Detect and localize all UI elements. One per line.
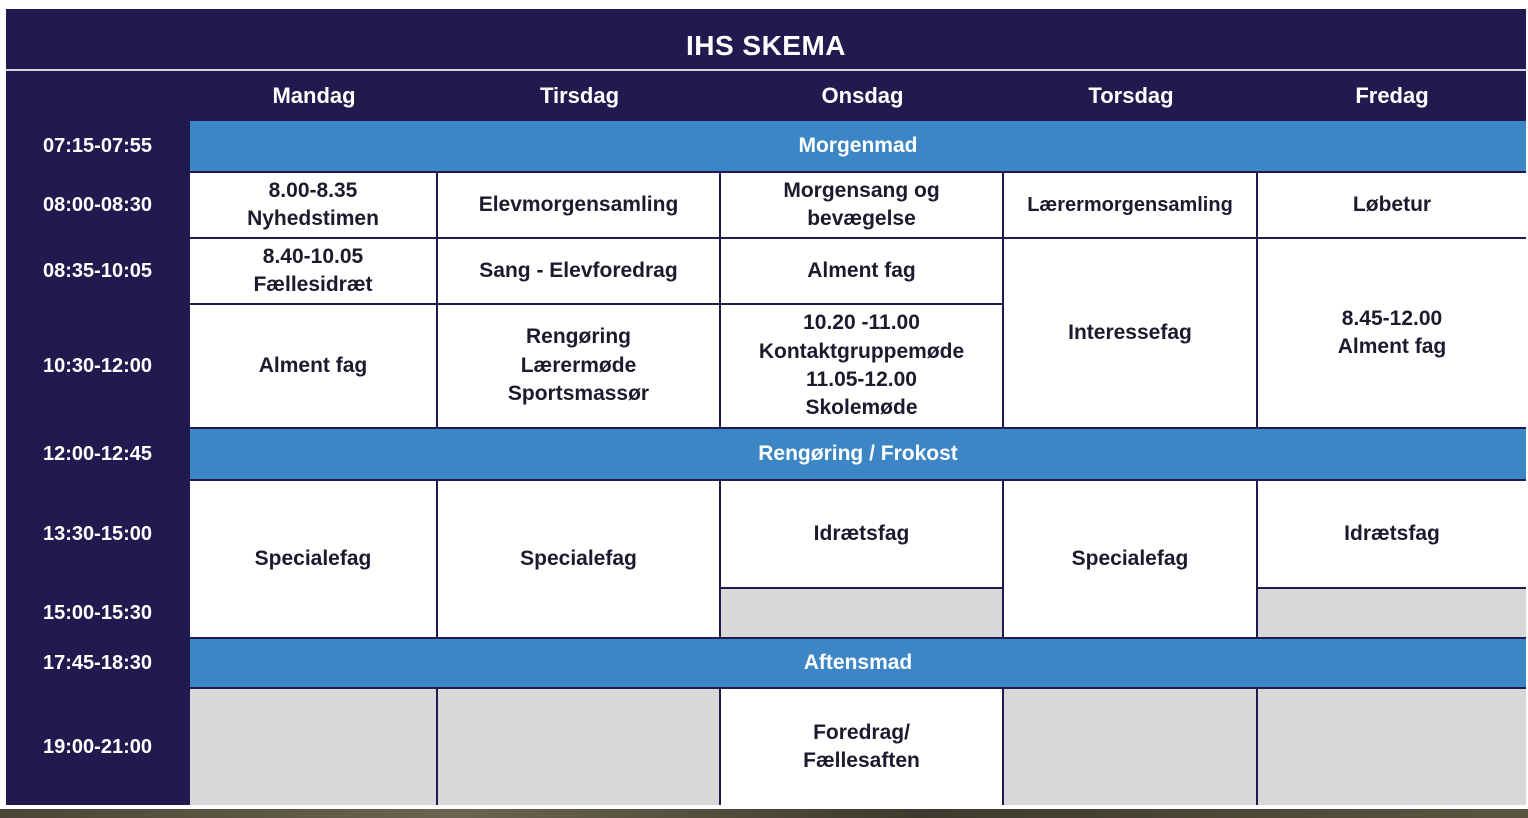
- schedule-cell-fredag: Løbetur: [1258, 173, 1526, 237]
- schedule-cell-tirsdag: Rengøring Lærermøde Sportsmassør: [438, 305, 719, 427]
- schedule-cell-fredag: Idrætsfag: [1258, 481, 1526, 587]
- band-aftensmad: Aftensmad: [190, 639, 1526, 687]
- empty-cell: [1258, 589, 1526, 637]
- schedule-cell-onsdag: Idrætsfag: [721, 481, 1002, 587]
- band-frokost: Rengøring / Frokost: [190, 429, 1526, 479]
- band-morgenmad: Morgenmad: [190, 121, 1526, 171]
- empty-cell: [1004, 689, 1256, 805]
- schedule-cell-tirsdag: Elevmorgensamling: [438, 173, 719, 237]
- schedule-cell-tirsdag: Specialefag: [438, 481, 719, 637]
- schedule-cell-torsdag: Lærermorgensamling: [1004, 173, 1256, 237]
- schedule-cell-mandag: 8.40-10.05 Fællesidræt: [190, 239, 436, 303]
- schedule-cell-torsdag: Specialefag: [1004, 481, 1256, 637]
- time-label: 07:15-07:55: [43, 134, 152, 157]
- time-label: 08:00-08:30: [43, 193, 152, 216]
- schedule-cell-mandag: Alment fag: [190, 305, 436, 427]
- schedule-cell-tirsdag: Sang - Elevforedrag: [438, 239, 719, 303]
- schedule-table: IHS SKEMA Mandag Tirsdag Onsdag Torsdag …: [6, 9, 1526, 805]
- schedule-cell-fredag: 8.45-12.00 Alment fag: [1258, 239, 1526, 427]
- schedule-cell-onsdag: Alment fag: [721, 239, 1002, 303]
- empty-cell: [1258, 689, 1526, 805]
- time-label: 10:30-12:00: [43, 354, 152, 377]
- time-label: 12:00-12:45: [43, 442, 152, 465]
- day-header-torsdag: Torsdag: [1088, 83, 1174, 109]
- empty-cell: [438, 689, 719, 805]
- time-label: 08:35-10:05: [43, 259, 152, 282]
- day-header-tirsdag: Tirsdag: [539, 83, 620, 109]
- schedule-cell-torsdag: Interessefag: [1004, 239, 1256, 427]
- time-label: 19:00-21:00: [43, 735, 152, 758]
- time-label: 15:00-15:30: [43, 601, 152, 624]
- schedule-cell-onsdag: Morgensang og bevægelse: [721, 173, 1002, 237]
- schedule-cell-mandag: 8.00-8.35 Nyhedstimen: [190, 173, 436, 237]
- title-divider: [6, 69, 1526, 71]
- empty-cell: [721, 589, 1002, 637]
- time-label: 13:30-15:00: [43, 522, 152, 545]
- schedule-cell-mandag: Specialefag: [190, 481, 436, 637]
- schedule-cell-onsdag: 10.20 -11.00 Kontaktgruppemøde 11.05-12.…: [721, 305, 1002, 427]
- time-label: 17:45-18:30: [43, 651, 152, 674]
- empty-cell: [190, 689, 436, 805]
- background-strip: [0, 809, 1528, 818]
- day-header-onsdag: Onsdag: [821, 83, 904, 109]
- schedule-title: IHS SKEMA: [685, 30, 847, 62]
- day-header-fredag: Fredag: [1355, 83, 1429, 109]
- schedule-cell-onsdag: Foredrag/ Fællesaften: [721, 689, 1002, 805]
- day-header-mandag: Mandag: [272, 83, 356, 109]
